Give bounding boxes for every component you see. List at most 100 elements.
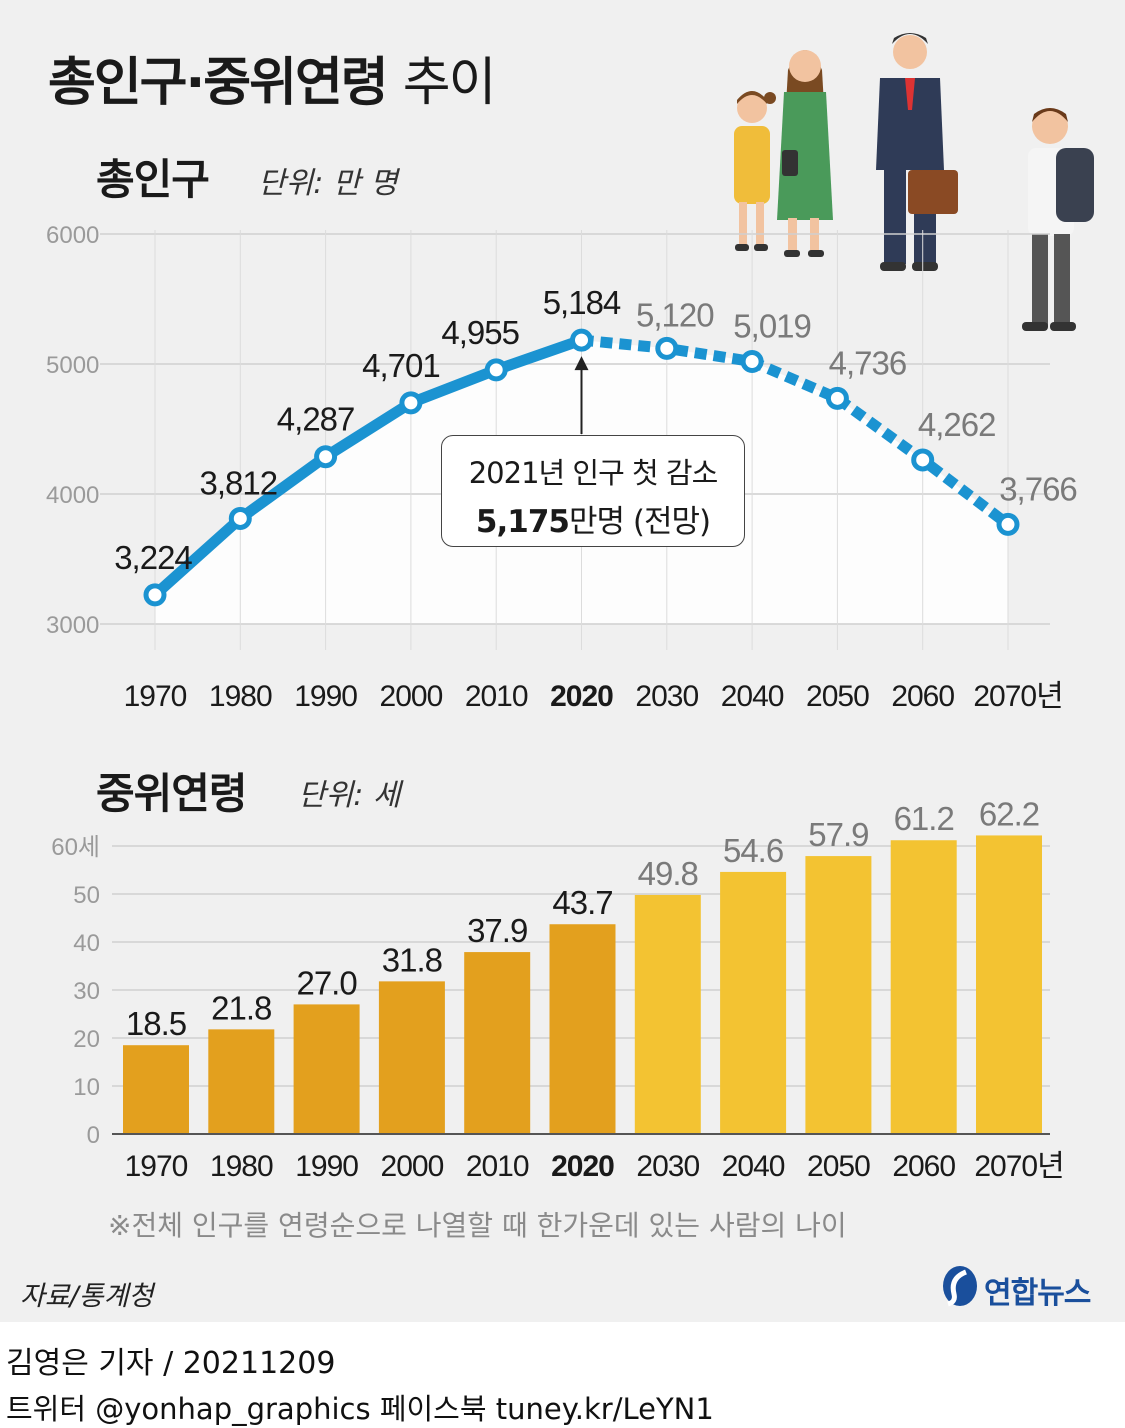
x-tick-label: 2030: [635, 680, 698, 713]
population-section-title: 총인구: [96, 155, 210, 204]
median-age-section-title: 중위연령: [96, 769, 248, 818]
data-label: 4,701: [362, 347, 440, 384]
y-tick-label: 30: [73, 978, 100, 1005]
y-tick-label: 60세: [51, 834, 100, 861]
data-point: [484, 358, 508, 382]
data-point: [996, 512, 1020, 536]
annotation-line2: 5,175만명 (전망): [475, 504, 711, 540]
x-tick-label: 1970: [125, 1150, 188, 1183]
yonhap-logo-text: 연합뉴스: [984, 1276, 1091, 1311]
social-links: 트위터 @yonhap_graphics 페이스북 tuney.kr/LeYN1: [6, 1392, 714, 1426]
data-label: 3,224: [114, 539, 192, 576]
x-tick-label: 2050: [807, 1150, 870, 1183]
y-tick-label: 3000: [46, 612, 99, 639]
data-label: 5,019: [733, 308, 811, 345]
median-age-unit: 단위: 세: [298, 778, 401, 813]
yonhap-logo-icon: [943, 1266, 977, 1307]
x-tick-label: 2070년: [974, 1150, 1063, 1183]
bar: [378, 981, 445, 1134]
x-tick-label: 1970: [124, 680, 187, 713]
x-tick-label: 2020: [550, 680, 613, 713]
data-point: [740, 350, 764, 374]
bar-value-label: 43.7: [552, 884, 612, 921]
x-tick-label: 2060: [891, 680, 954, 713]
decline-annotation: 2021년 인구 첫 감소 5,175만명 (전망): [441, 435, 745, 547]
bar-value-label: 37.9: [467, 912, 527, 949]
x-tick-label: 2000: [380, 680, 443, 713]
data-point: [655, 336, 679, 360]
data-point: [228, 506, 252, 530]
bar: [208, 1029, 275, 1134]
bar-value-label: 62.2: [979, 795, 1039, 832]
x-tick-label: 2010: [466, 1150, 529, 1183]
data-label: 3,766: [999, 470, 1077, 507]
y-tick-label: 6000: [46, 222, 99, 249]
x-tick-label: 2040: [721, 680, 784, 713]
man-figure: [876, 33, 958, 271]
bar: [720, 871, 787, 1134]
bar: [805, 856, 872, 1134]
girl-figure: [734, 91, 776, 251]
median-age-bar-chart: 0102030405060세18.5197021.8198027.0199031…: [51, 795, 1064, 1183]
bar: [890, 840, 957, 1134]
x-tick-label: 2050: [806, 680, 869, 713]
data-point: [143, 583, 167, 607]
data-point: [314, 445, 338, 469]
population-line-actual: [149, 334, 587, 601]
x-tick-label: 2070년: [973, 680, 1062, 713]
bar: [549, 924, 616, 1134]
bar: [123, 1045, 189, 1134]
bar-value-label: 61.2: [894, 800, 954, 837]
bar-value-label: 18.5: [126, 1005, 186, 1042]
x-tick-label: 2060: [892, 1150, 955, 1183]
people-illustration: [734, 33, 1094, 331]
bar-value-label: 54.6: [723, 832, 783, 869]
bar: [976, 835, 1042, 1134]
data-label: 4,262: [918, 406, 996, 443]
x-tick-label: 2040: [722, 1150, 785, 1183]
footnote: ※전체 인구를 연령순으로 나열할 때 한가운데 있는 사람의 나이: [108, 1209, 847, 1242]
data-label: 5,184: [543, 284, 621, 321]
bar-value-label: 31.8: [382, 941, 442, 978]
bar-value-label: 49.8: [638, 855, 698, 892]
x-tick-label: 1980: [209, 680, 272, 713]
bar: [464, 952, 531, 1134]
yonhap-logo: 연합뉴스: [940, 1264, 1091, 1311]
page-title: 총인구·중위연령 추이: [48, 53, 496, 113]
x-tick-label: 1990: [294, 680, 357, 713]
bar-value-label: 27.0: [296, 964, 357, 1001]
woman-figure: [777, 50, 833, 257]
population-line-chart: 3000 4000 5000 6000 3,224 3,812 4,2874,7014,95…: [46, 222, 1078, 713]
boy-figure: [1022, 108, 1094, 331]
y-tick-label: 4000: [46, 482, 99, 509]
y-tick-label: 50: [73, 882, 100, 909]
population-line-projected: [580, 334, 1012, 529]
data-label: 4,736: [829, 344, 907, 381]
data-label: 4,955: [441, 314, 519, 351]
data-point: [570, 328, 593, 352]
x-tick-label: 2000: [381, 1150, 444, 1183]
y-tick-label: 20: [73, 1026, 100, 1053]
y-tick-label: 5000: [46, 352, 99, 379]
y-tick-label: 10: [73, 1074, 100, 1101]
bar: [293, 1004, 360, 1134]
y-tick-label: 0: [87, 1122, 100, 1149]
data-point: [911, 448, 935, 472]
annotation-arrow-head: [574, 356, 589, 371]
data-label: 4,287: [277, 401, 355, 438]
x-tick-label: 1980: [210, 1150, 273, 1183]
x-tick-label: 2020: [551, 1150, 614, 1183]
x-tick-label: 2030: [636, 1150, 699, 1183]
data-point: [399, 391, 423, 415]
data-label: 5,120: [636, 296, 714, 333]
source-credit: 자료/통계청: [20, 1281, 154, 1312]
population-unit: 단위: 만 명: [258, 166, 398, 201]
x-tick-label: 1990: [295, 1150, 358, 1183]
data-label: 3,812: [200, 464, 278, 501]
reporter-credit: 김영은 기자 / 20211209: [6, 1346, 336, 1381]
y-tick-label: 40: [73, 930, 100, 957]
data-point: [825, 386, 849, 410]
bar-value-label: 21.8: [211, 989, 271, 1026]
annotation-line1: 2021년 인구 첫 감소: [468, 456, 719, 490]
bar: [634, 894, 701, 1134]
